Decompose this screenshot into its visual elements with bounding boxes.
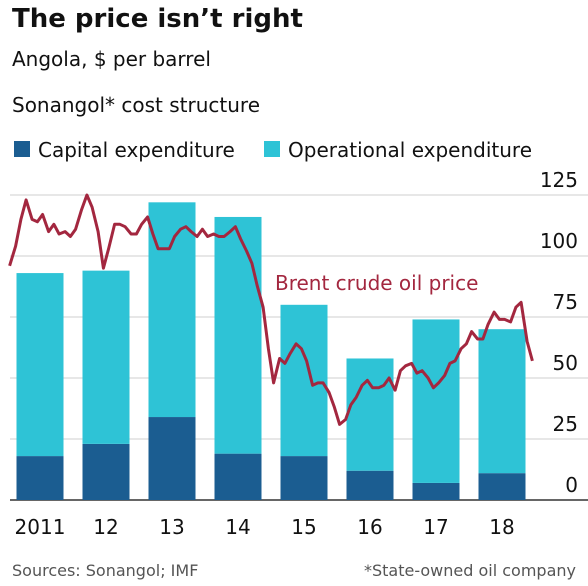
y-tick-label: 0 (565, 473, 578, 497)
legend-label: Operational expenditure (288, 138, 532, 162)
bar-segment (82, 270, 130, 444)
bar-segment (280, 456, 328, 500)
bar-segment (478, 473, 526, 500)
x-tick-label: 15 (291, 515, 316, 539)
price-line (8, 193, 534, 426)
y-tick-label: 100 (540, 229, 578, 253)
x-tick-label: 17 (423, 515, 448, 539)
bar-segment (16, 273, 64, 457)
x-tick-label: 2011 (15, 515, 66, 539)
bar-segment (148, 417, 196, 500)
bar-segment (346, 358, 394, 471)
chart-subtitle: Angola, $ per barrel (12, 47, 211, 71)
note: *State-owned oil company (364, 561, 576, 580)
x-tick-label: 14 (225, 515, 250, 539)
panel-title: Sonangol* cost structure (12, 93, 260, 117)
x-tick-label: 16 (357, 515, 382, 539)
legend-label: Capital expenditure (38, 138, 235, 162)
bar-segment (412, 319, 460, 483)
bar-segment (148, 202, 196, 418)
bar-segment (82, 443, 130, 500)
bar-segment (412, 482, 460, 500)
bar-segment (346, 470, 394, 500)
bar-segment (214, 453, 262, 500)
bar-segment (214, 216, 262, 454)
bar-segment (16, 456, 64, 500)
y-tick-label: 25 (553, 412, 578, 436)
source: Sources: Sonangol; IMF (12, 561, 198, 580)
bar-segment (280, 304, 328, 457)
y-tick-label: 125 (540, 168, 578, 192)
chart-title: The price isn’t right (12, 4, 303, 34)
x-tick-label: 13 (159, 515, 184, 539)
x-tick-label: 12 (93, 515, 118, 539)
y-tick-label: 50 (553, 351, 578, 375)
line-label: Brent crude oil price (275, 271, 478, 295)
y-tick-label: 75 (553, 290, 578, 314)
legend-swatch (264, 141, 280, 157)
legend-swatch (14, 141, 30, 157)
x-tick-label: 18 (489, 515, 514, 539)
bar-segment (478, 329, 526, 474)
